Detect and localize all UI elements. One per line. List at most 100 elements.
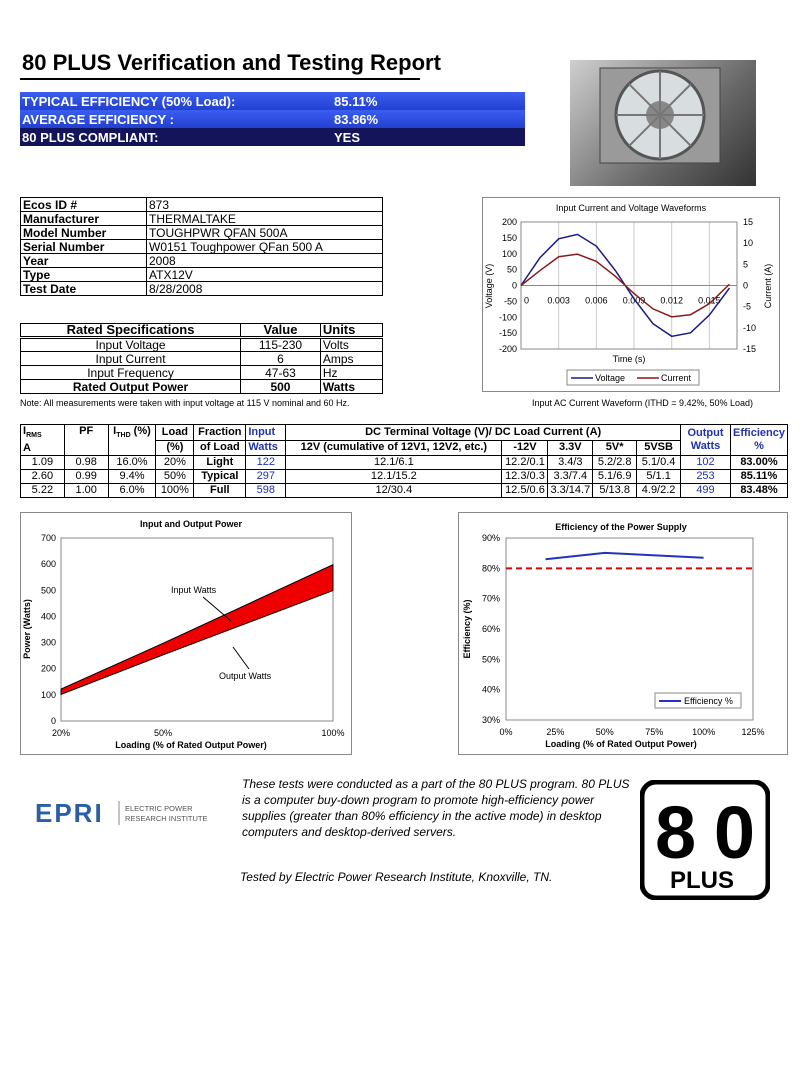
y-tick-label: 300 <box>41 638 56 648</box>
y2-axis-label: Current (A) <box>763 264 773 309</box>
x-tick-label: 100% <box>692 727 715 737</box>
pf-header: PF <box>63 423 109 457</box>
annotation-output: Output Watts <box>219 671 272 681</box>
cell: 102 <box>680 455 731 471</box>
y-tick-label: 50% <box>482 654 500 664</box>
12v-header: 12V (cumulative of 12V1, 12V2, etc.) <box>285 439 503 457</box>
header: Value <box>240 323 321 339</box>
info-key: Serial Number <box>20 239 147 254</box>
x-axis-label: Loading (% of Rated Output Power) <box>545 739 697 749</box>
table-row: 1.09 0.98 16.0% 20% Light 122 12.1/6.1 12.2/0.1… <box>20 455 789 471</box>
cell: 3.3/7.4 <box>547 469 594 485</box>
cell: 5.1/6.9 <box>592 469 638 485</box>
spec-value: 500 <box>240 379 321 394</box>
svg-text:PLUS: PLUS <box>670 867 734 894</box>
output-header: Output Watts <box>680 423 731 457</box>
waveform-chart: Input Current and Voltage Waveforms 0 0.00… <box>482 197 780 392</box>
psu-fan-image <box>599 67 721 164</box>
cell: 4.9/2.2 <box>636 483 682 499</box>
load-unit: (%) <box>155 439 195 457</box>
spec-unit: Hz <box>319 365 384 380</box>
value: 83.86% <box>334 111 379 127</box>
input-unit: Watts <box>245 439 287 457</box>
svg-text:RESEARCH INSTITUTE: RESEARCH INSTITUTE <box>125 814 208 823</box>
5vsb-header: 5VSB <box>636 439 682 457</box>
info-row: Type ATX12V <box>20 267 383 282</box>
cell: 5.2/2.8 <box>592 455 638 471</box>
cell: 3.3/14.7 <box>547 483 594 499</box>
legend-label: Current <box>661 373 692 383</box>
y-tick-label: 700 <box>41 533 56 543</box>
info-row: Manufacturer THERMALTAKE <box>20 211 383 226</box>
y2-tick-label: 15 <box>743 217 753 227</box>
cell: 0.99 <box>63 469 109 485</box>
typical-efficiency-row: TYPICAL EFFICIENCY (50% Load): 85.11% <box>20 92 525 110</box>
svg-text:ELECTRIC POWER: ELECTRIC POWER <box>125 804 193 813</box>
spec-name: Input Current <box>19 351 242 366</box>
waveform-caption: Input AC Current Waveform (ITHD = 9.42%,… <box>532 398 754 408</box>
x-tick-label: 25% <box>546 727 564 737</box>
title-underline <box>20 78 420 80</box>
cell: 5.1/0.4 <box>636 455 682 471</box>
x-tick-label: 0.012 <box>660 296 683 306</box>
cell: 85.11% <box>729 469 789 485</box>
cell: 50% <box>155 469 195 485</box>
cell: 5/13.8 <box>592 483 638 499</box>
info-key: Test Date <box>20 281 147 296</box>
y-tick-label: 30% <box>482 715 500 725</box>
cell: 12.2/0.1 <box>501 455 549 471</box>
info-row: Test Date 8/28/2008 <box>20 281 383 296</box>
3v3-header: 3.3V <box>547 439 594 457</box>
cell: 100% <box>155 483 195 499</box>
cell: 20% <box>155 455 195 471</box>
cell: 12.3/0.3 <box>501 469 549 485</box>
info-row: Year 2008 <box>20 253 383 268</box>
cell: 0.98 <box>63 455 109 471</box>
spec-unit: Volts <box>319 337 384 352</box>
program-description: These tests were conducted as a part of … <box>242 777 630 839</box>
info-key: Year <box>20 253 147 268</box>
fraction-unit: of Load <box>193 439 247 457</box>
x-tick-label: 0% <box>499 727 512 737</box>
x-tick-label: 75% <box>645 727 663 737</box>
x-axis-label: Loading (% of Rated Output Power) <box>115 740 267 750</box>
spec-value: 115-230 <box>240 337 321 352</box>
rated-row: Rated Output Power 500 Watts <box>19 379 384 394</box>
cell: 9.4% <box>107 469 157 485</box>
annotation-arrow <box>232 646 250 670</box>
cell: 5.22 <box>20 483 65 499</box>
average-efficiency-row: AVERAGE EFFICIENCY : 83.86% <box>20 110 525 128</box>
spec-unit: Amps <box>319 351 384 366</box>
product-photo <box>570 60 756 186</box>
test-results-table: IRMS A PF ITHD (%) Load Fraction Input DC… <box>20 423 789 499</box>
y-tick-label: 90% <box>482 533 500 543</box>
x-tick-label: 100% <box>321 728 344 738</box>
cell: 12.1/6.1 <box>285 455 503 471</box>
power-band <box>60 563 334 696</box>
info-value: 2008 <box>146 253 383 268</box>
rated-row: Input Current 6 Amps <box>19 351 384 366</box>
dc-header: DC Terminal Voltage (V)/ DC Load Current… <box>285 424 682 441</box>
cell: Typical <box>193 469 247 485</box>
cell: 122 <box>245 455 287 471</box>
y2-tick-label: 10 <box>743 238 753 248</box>
y-tick-label: 150 <box>502 233 517 243</box>
header: Rated Specifications <box>19 323 242 339</box>
info-value: THERMALTAKE <box>146 211 383 226</box>
info-key: Model Number <box>20 225 147 240</box>
x-tick-label: 0 <box>524 296 529 306</box>
x-tick-label: 0.009 <box>623 296 646 306</box>
measurement-note: Note: All measurements were taken with i… <box>20 398 350 408</box>
cell: 12.1/15.2 <box>285 469 503 485</box>
cell: Full <box>193 483 247 499</box>
cell: 12/30.4 <box>285 483 503 499</box>
cell: 297 <box>245 469 287 485</box>
info-key: Ecos ID # <box>20 197 147 212</box>
info-key: Manufacturer <box>20 211 147 226</box>
y2-tick-label: 5 <box>743 259 748 269</box>
label: 80 PLUS COMPLIANT: <box>22 129 159 145</box>
table-row: 2.60 0.99 9.4% 50% Typical 297 12.1/15.2 12.3/0… <box>20 469 789 485</box>
y-tick-label: -100 <box>499 312 517 322</box>
x-tick-label: 0.006 <box>585 296 608 306</box>
y-tick-label: 100 <box>41 690 56 700</box>
